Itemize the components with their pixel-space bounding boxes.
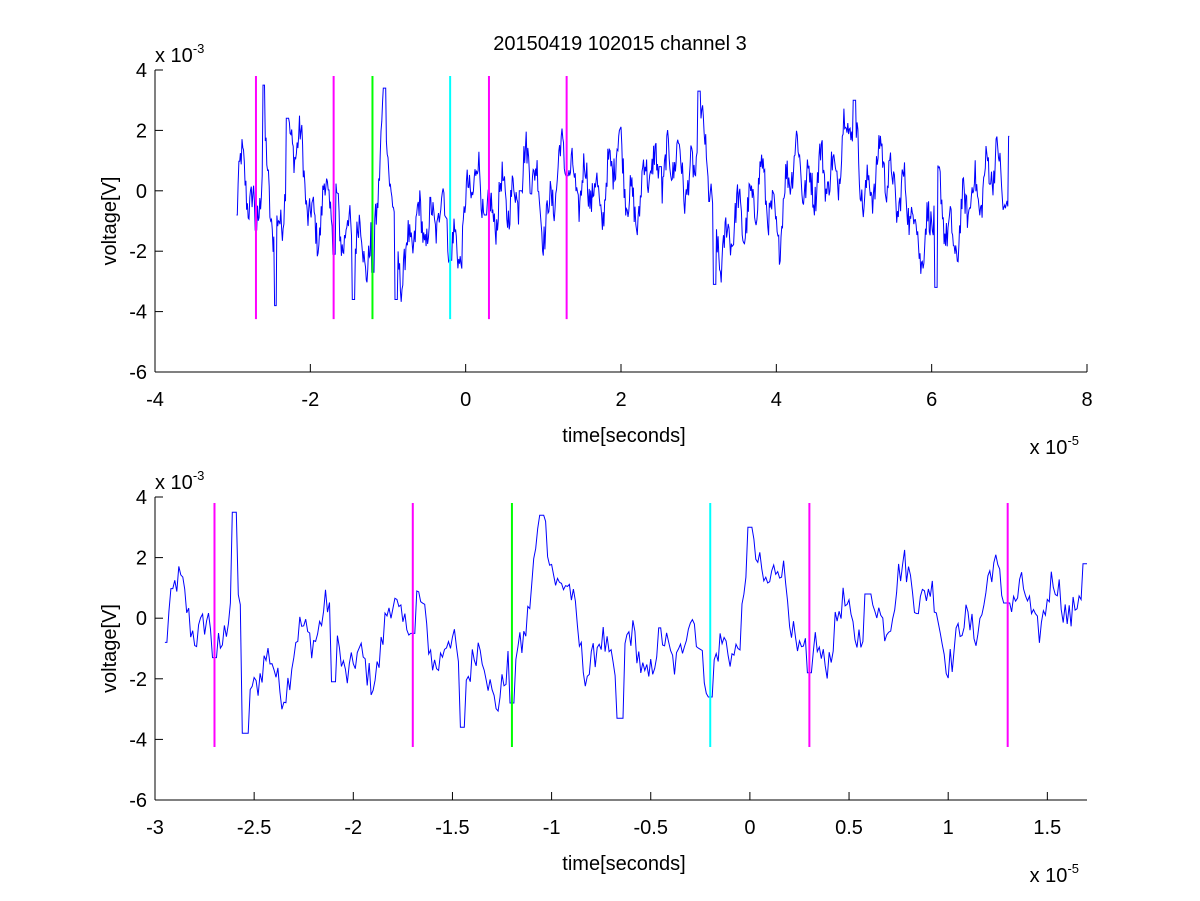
top-voltage-trace-0 [236,84,1010,307]
top-y-tick-label: 4 [136,60,147,82]
top-x-tick-label: 0 [460,389,471,411]
bottom-x-tick-label: -2.5 [237,817,271,839]
bottom-x-ticks: -3 -2.5 -2 -1.5 -1 -0.5 0 0.5 1 1.5 [146,792,1061,839]
top-x-tick-label: 6 [926,389,937,411]
bottom-x-tick-label: -2 [344,817,362,839]
bottom-y-exponent-power: -3 [193,468,205,483]
bottom-y-tick-label: -2 [129,669,147,691]
chart-title: 20150419 102015 channel 3 [493,33,747,55]
bottom-x-tick-label: 0.5 [835,817,863,839]
top-x-tick-label: -4 [146,389,164,411]
top-y-exponent-base: x 10 [155,45,193,67]
top-x-axis-label: time[seconds] [562,425,685,447]
top-axes: -4 -2 0 2 4 6 8 -6 -4 -2 0 2 4 time[seconds] voltag… [99,41,1093,459]
top-y-axis-label: voltage[V] [99,177,121,266]
top-x-tick-label: 8 [1081,389,1092,411]
top-x-tick-label: -2 [301,389,319,411]
bottom-marker-layer [213,503,1009,747]
top-x-ticks: -4 -2 0 2 4 6 8 [146,364,1093,411]
bottom-axes: -3 -2.5 -2 -1.5 -1 -0.5 0 0.5 1 1.5 -6 -4 -2 0 2 4 tim… [99,468,1087,887]
top-series-layer [236,84,1010,307]
bottom-y-exponent-label: x 10-3 [155,468,204,494]
bottom-x-tick-label: -3 [146,817,164,839]
bottom-y-tick-label: 2 [136,548,147,570]
top-x-exponent-base: x 10 [1030,437,1068,459]
bottom-y-tick-label: 4 [136,487,147,509]
top-x-exponent-power: -5 [1067,433,1079,448]
top-marker-layer [254,76,568,320]
bottom-y-tick-label: -6 [129,790,147,812]
bottom-x-tick-label: -1.5 [435,817,469,839]
bottom-y-exponent-base: x 10 [155,472,193,494]
bottom-y-tick-label: 0 [136,608,147,630]
bottom-y-axis-label: voltage[V] [99,604,121,693]
top-y-tick-label: 0 [136,181,147,203]
bottom-y-ticks: -6 -4 -2 0 2 4 [129,487,163,812]
bottom-axes-frame [154,497,1087,801]
bottom-x-tick-label: 1.5 [1033,817,1061,839]
top-y-tick-label: -6 [129,362,147,384]
bottom-x-exponent-base: x 10 [1030,865,1068,887]
bottom-x-tick-label: -0.5 [634,817,668,839]
top-x-tick-label: 2 [615,389,626,411]
top-y-tick-label: -2 [129,241,147,263]
bottom-x-tick-label: 0 [744,817,755,839]
top-y-tick-label: -4 [129,302,147,324]
top-x-tick-label: 4 [771,389,782,411]
bottom-series-layer [164,511,1087,734]
bottom-x-tick-label: 1 [943,817,954,839]
bottom-x-tick-label: -1 [543,817,561,839]
bottom-voltage-trace-0 [164,511,1087,734]
top-y-ticks: -6 -4 -2 0 2 4 [129,60,163,384]
bottom-x-exponent-power: -5 [1067,861,1079,876]
bottom-x-exponent-label: x 10-5 [1030,861,1079,887]
top-y-exponent-label: x 10-3 [155,41,204,67]
top-y-exponent-power: -3 [193,41,205,56]
top-y-tick-label: 2 [136,120,147,142]
bottom-y-tick-label: -4 [129,729,147,751]
top-x-exponent-label: x 10-5 [1030,433,1079,459]
bottom-x-axis-label: time[seconds] [562,853,685,875]
